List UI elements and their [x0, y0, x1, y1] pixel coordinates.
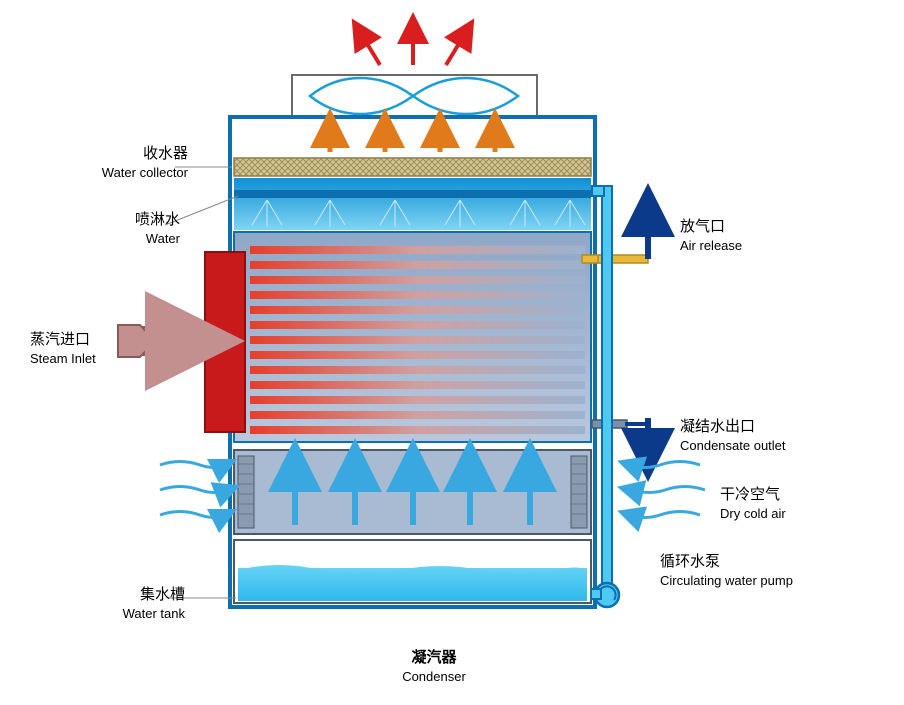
label-water-spray: 喷淋水 Water [110, 208, 180, 246]
fan-housing [292, 75, 537, 117]
label-dry-cold-air: 干冷空气 Dry cold air [720, 483, 860, 521]
label-circ-pump: 循环水泵 Circulating water pump [660, 550, 880, 588]
steam-inlet-pipe [118, 325, 205, 357]
louver-section [234, 450, 591, 534]
water-tank [234, 540, 591, 603]
label-steam-inlet: 蒸汽进口 Steam Inlet [30, 328, 130, 366]
spray-header [234, 178, 591, 230]
exhaust-arrows [360, 28, 466, 65]
label-air-release: 放气口 Air release [680, 215, 810, 253]
diagram-title: 凝汽器 Condenser [374, 646, 494, 684]
steam-header [205, 252, 245, 432]
label-water-tank: 集水槽 Water tank [95, 583, 185, 621]
label-condensate-outlet: 凝结水出口 Condensate outlet [680, 415, 840, 453]
label-water-collector: 收水器 Water collector [98, 142, 188, 180]
condensate-outlet-pipe [592, 418, 648, 455]
water-collector-band [234, 158, 591, 176]
